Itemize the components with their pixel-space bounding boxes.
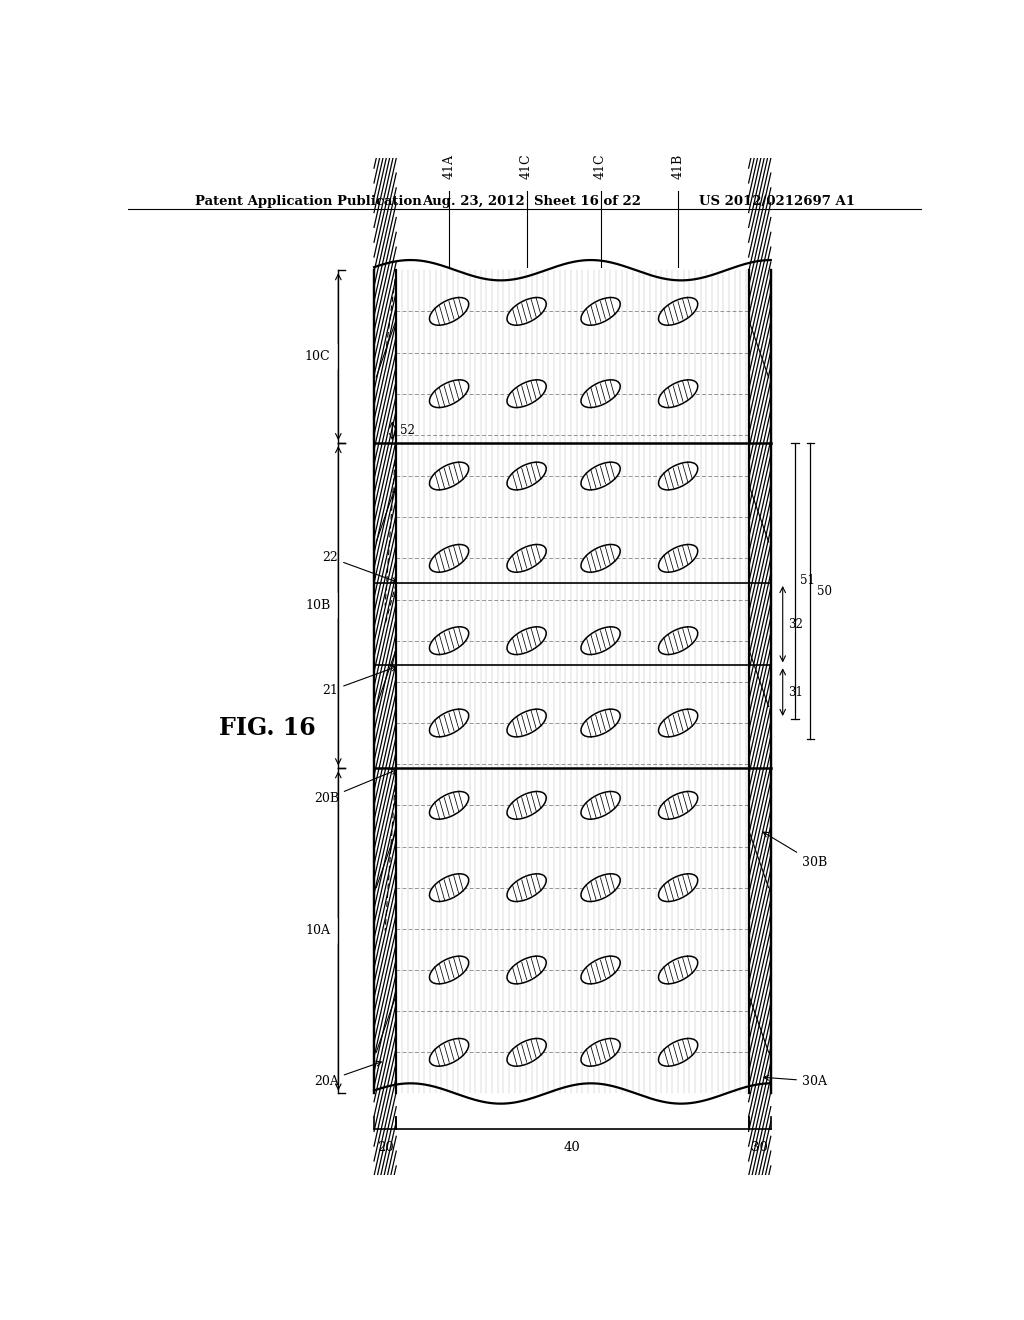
Ellipse shape <box>507 380 546 408</box>
Ellipse shape <box>581 792 621 820</box>
Ellipse shape <box>507 627 546 655</box>
Ellipse shape <box>658 874 697 902</box>
Ellipse shape <box>507 874 546 902</box>
Ellipse shape <box>507 792 546 820</box>
Text: 10A: 10A <box>305 924 331 937</box>
Text: 41C: 41C <box>520 153 534 178</box>
Text: 50: 50 <box>817 585 831 598</box>
Ellipse shape <box>507 709 546 737</box>
Ellipse shape <box>581 956 621 983</box>
Ellipse shape <box>658 1039 697 1067</box>
Ellipse shape <box>581 874 621 902</box>
Ellipse shape <box>581 709 621 737</box>
Ellipse shape <box>658 956 697 983</box>
Ellipse shape <box>429 956 469 983</box>
Bar <box>374 271 396 1093</box>
Text: 22: 22 <box>323 552 396 582</box>
Ellipse shape <box>658 544 697 572</box>
Text: 41A: 41A <box>442 153 456 178</box>
Text: 30: 30 <box>752 1142 768 1154</box>
Ellipse shape <box>581 627 621 655</box>
Ellipse shape <box>507 297 546 325</box>
Text: Patent Application Publication: Patent Application Publication <box>196 195 422 209</box>
Ellipse shape <box>429 709 469 737</box>
Text: 20: 20 <box>377 1142 393 1154</box>
Text: 40: 40 <box>564 1142 581 1154</box>
Ellipse shape <box>429 297 469 325</box>
Ellipse shape <box>429 874 469 902</box>
Ellipse shape <box>507 462 546 490</box>
Text: US 2012/0212697 A1: US 2012/0212697 A1 <box>699 195 855 209</box>
Text: Aug. 23, 2012  Sheet 16 of 22: Aug. 23, 2012 Sheet 16 of 22 <box>422 195 641 209</box>
Text: 21: 21 <box>323 667 396 697</box>
Ellipse shape <box>429 627 469 655</box>
Ellipse shape <box>507 1039 546 1067</box>
Ellipse shape <box>507 956 546 983</box>
Bar <box>749 271 771 1093</box>
Text: 41C: 41C <box>594 153 607 178</box>
Text: 32: 32 <box>788 618 803 631</box>
Ellipse shape <box>658 297 697 325</box>
Ellipse shape <box>658 380 697 408</box>
Ellipse shape <box>581 544 621 572</box>
Text: 10B: 10B <box>305 599 331 612</box>
Text: 31: 31 <box>788 685 803 698</box>
Ellipse shape <box>658 462 697 490</box>
Text: 10C: 10C <box>305 350 331 363</box>
Ellipse shape <box>658 627 697 655</box>
Text: 52: 52 <box>400 424 415 437</box>
Ellipse shape <box>581 297 621 325</box>
Ellipse shape <box>507 544 546 572</box>
Ellipse shape <box>658 709 697 737</box>
Ellipse shape <box>429 544 469 572</box>
Text: 20A: 20A <box>314 1061 381 1088</box>
Ellipse shape <box>581 462 621 490</box>
Text: FIG. 16: FIG. 16 <box>218 715 315 739</box>
Ellipse shape <box>581 380 621 408</box>
Text: 30B: 30B <box>763 832 827 870</box>
Ellipse shape <box>658 792 697 820</box>
Text: 20B: 20B <box>313 770 396 805</box>
Ellipse shape <box>429 380 469 408</box>
Ellipse shape <box>429 1039 469 1067</box>
Text: 51: 51 <box>800 574 815 587</box>
Ellipse shape <box>581 1039 621 1067</box>
Text: 30A: 30A <box>764 1074 827 1088</box>
Ellipse shape <box>429 462 469 490</box>
Ellipse shape <box>429 792 469 820</box>
Text: 41B: 41B <box>672 153 685 178</box>
